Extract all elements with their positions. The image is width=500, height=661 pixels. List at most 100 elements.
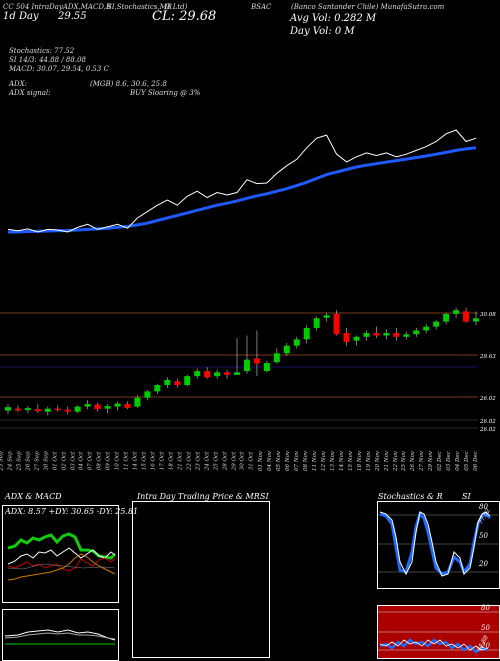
date-tick-label: 29 Nov — [428, 451, 435, 471]
candle-up — [243, 359, 250, 372]
candle-up — [84, 404, 91, 407]
date-tick-label: 05 Nov — [276, 451, 283, 471]
date-tick-label: 30 Sep — [43, 451, 50, 471]
intraday-panel-title: Intra Day Trading Price & MR — [137, 492, 260, 501]
date-tick-label: 18 Nov — [356, 451, 363, 471]
date-tick-label: 07 Oct — [87, 451, 94, 471]
candle-down — [174, 381, 181, 386]
date-tick-label: 01 Nov — [258, 451, 265, 471]
candle-up — [104, 406, 111, 409]
candle-up — [353, 336, 360, 341]
date-tick-label: 30 Oct — [239, 451, 246, 471]
stoch-level-20: 20 — [479, 560, 488, 568]
rsi-lines — [378, 611, 499, 654]
date-tick-label: 08 Nov — [303, 451, 310, 471]
candle-up — [473, 318, 479, 322]
main-price-chart: 30.08 29.63 26.02 26.02 26.02 — [0, 129, 496, 433]
header-line1-b: SI,Stochastics,MR — [107, 3, 173, 11]
macd-text: MACD: 30.07, 29.54, 0.53 C — [9, 65, 109, 73]
date-tick-label: 18 Oct — [168, 451, 175, 471]
date-tick-label: 26 Sep — [25, 451, 32, 471]
price-level-label: 26.02 — [479, 427, 496, 433]
rsi-panel: 80 50 20 44.88 — [377, 604, 500, 659]
candle-up — [283, 345, 290, 354]
date-tick-label: 19 Nov — [365, 451, 372, 471]
date-tick-label: 11 Oct — [123, 451, 130, 471]
rsi-level-50: 50 — [481, 624, 490, 632]
adx-values: ADX: 8.57 +DY: 30.65 -DY: 25.81 — [5, 507, 139, 516]
candle-up — [154, 385, 161, 392]
date-tick-label: 03 Dec — [445, 451, 452, 471]
date-tick-label: 04 Dec — [454, 451, 461, 471]
candle-up — [263, 362, 270, 372]
signal-text: ADX signal: — [9, 89, 51, 97]
date-tick-label: 25 Sep — [16, 451, 23, 471]
candle-down — [204, 371, 211, 378]
candle-up — [303, 327, 310, 340]
header-open: 29.55 — [58, 11, 87, 22]
stochastics-lines — [378, 511, 499, 577]
header-line1-d: BSAC — [251, 3, 272, 11]
date-tick-label: 10 Oct — [114, 451, 121, 471]
intraday-panel — [132, 501, 270, 658]
candle-up — [5, 407, 11, 411]
candle-down — [14, 408, 21, 411]
date-tick-label: 02 Dec — [436, 451, 443, 471]
avg-volume: Avg Vol: 0.282 M — [290, 13, 377, 24]
date-tick-label: 14 Oct — [132, 451, 139, 471]
date-tick-label: 24 Sep — [7, 451, 14, 471]
candle-up — [44, 408, 51, 412]
date-tick-label: 26 Nov — [410, 451, 417, 471]
date-axis: 23 Sep 24 Sep 25 Sep 26 Sep 27 Sep 30 Sep 01 O… — [0, 436, 500, 492]
price-level-label: 30.08 — [480, 312, 496, 318]
date-tick-label: 12 Nov — [320, 451, 327, 471]
candle-up — [313, 318, 320, 328]
stoch-level-80: 80 — [479, 503, 488, 511]
adx-panel: ADX: 8.57 +DY: 30.65 -DY: 25.81 — [2, 505, 138, 603]
price-level-label: 26.02 — [479, 419, 496, 425]
candle-up — [24, 408, 31, 411]
price-level-label: 26.02 — [479, 396, 496, 402]
candle-up — [403, 334, 410, 337]
candle-up — [74, 406, 81, 412]
stoch-panel-si: SI — [462, 492, 471, 501]
date-tick-label: 22 Nov — [392, 451, 399, 471]
date-tick-label: 14 Nov — [338, 451, 345, 471]
date-tick-label: 29 Oct — [230, 451, 237, 471]
close-value: CL: 29.68 — [152, 9, 217, 24]
candle-up — [413, 330, 420, 335]
date-tick-label: 25 Oct — [212, 451, 219, 471]
date-tick-label: 17 Oct — [159, 451, 166, 471]
date-tick-label: 31 Oct — [248, 451, 255, 471]
date-tick-label: 23 Oct — [195, 451, 202, 471]
date-tick-label: 27 Sep — [34, 451, 41, 471]
candle-down — [463, 311, 470, 322]
candle-up — [323, 315, 330, 318]
candle-down — [393, 333, 400, 337]
candle-down — [64, 409, 71, 412]
candle-up — [234, 372, 241, 375]
date-tick-label: 06 Dec — [472, 451, 479, 471]
date-tick-label: 04 Nov — [267, 451, 274, 471]
date-tick-label: 25 Nov — [401, 451, 408, 471]
candle-up — [184, 376, 191, 386]
candle-down — [373, 333, 380, 336]
stochastics-text: Stochastics: 77.52 — [9, 47, 75, 55]
candle-down — [34, 409, 41, 412]
candle-down — [94, 404, 101, 410]
candle-down — [343, 333, 350, 342]
date-tick-label: 08 Oct — [96, 451, 103, 471]
rsi-level-20: 20 — [481, 642, 490, 650]
date-tick-label: 21 Oct — [177, 451, 184, 471]
day-volume: Day Vol: 0 M — [290, 26, 355, 37]
moving-average-line — [8, 146, 477, 234]
candle-up — [423, 326, 430, 331]
candle-up — [114, 403, 121, 407]
candle-up — [453, 310, 460, 314]
header-line1-c: (I Ltd) — [165, 3, 188, 11]
macd-panel — [2, 609, 119, 661]
date-tick-label: 27 Nov — [419, 451, 426, 471]
date-tick-label: 15 Oct — [141, 451, 148, 471]
candle-up — [134, 397, 141, 407]
header-line1-e: (Banco Santander Chile) MunafaSutra.com — [291, 3, 445, 11]
